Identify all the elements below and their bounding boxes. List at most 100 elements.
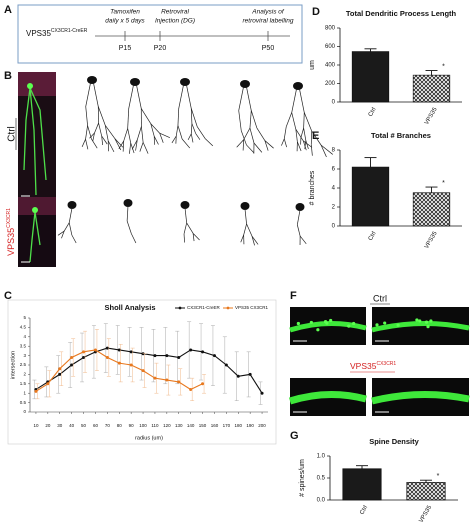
group-label: Ctrl <box>7 126 18 142</box>
point <box>129 350 133 354</box>
dendrite <box>171 135 177 144</box>
dendrite <box>101 135 108 145</box>
x-axis-label: radius (um) <box>135 435 163 441</box>
dendrite <box>68 222 73 236</box>
dendrite <box>93 82 99 107</box>
dendrite <box>104 125 109 141</box>
dendrite <box>246 223 253 237</box>
dendrite <box>91 138 98 149</box>
panel-label: A <box>4 4 12 16</box>
legend-label: CX3CR1-CreER <box>187 305 221 310</box>
panel-label: B <box>4 70 12 82</box>
y-tick-label: 8 <box>332 148 336 154</box>
point <box>129 363 133 367</box>
dendrite <box>240 130 247 146</box>
dendrite <box>283 126 287 139</box>
dendrite <box>135 139 138 151</box>
step-time: P20 <box>154 45 167 52</box>
micrograph-neuron <box>29 211 41 263</box>
y-tick-label: 1.5 <box>20 381 27 386</box>
dendrite <box>297 141 302 152</box>
significance: * <box>442 63 445 70</box>
x-tick-label: Ctrl <box>368 107 378 118</box>
step-label: daily x 5 days <box>105 18 145 25</box>
dendrite <box>57 230 65 236</box>
point <box>165 378 169 382</box>
dendrite <box>291 112 297 130</box>
x-tick-label: 60 <box>93 423 99 428</box>
point <box>141 369 145 373</box>
dendrite <box>81 139 86 148</box>
dendrite <box>130 142 135 154</box>
point <box>201 382 205 386</box>
dendrite <box>94 122 99 134</box>
spine <box>383 321 387 325</box>
dendrite <box>107 140 115 153</box>
dendrite <box>183 222 188 235</box>
point <box>236 374 240 378</box>
point <box>153 354 157 358</box>
point <box>58 367 62 371</box>
y-axis-label: # spines/um <box>299 459 306 497</box>
y-tick-label: 4 <box>23 334 26 339</box>
dendrite <box>320 144 333 155</box>
point <box>58 372 62 376</box>
y-tick-label: 0 <box>23 409 26 414</box>
chart-frame <box>7 299 277 445</box>
point <box>82 350 86 354</box>
x-tick-label: 40 <box>69 423 75 428</box>
panel-label: D <box>312 6 320 18</box>
spine <box>352 321 356 326</box>
dendrite <box>61 230 65 239</box>
step-time: P15 <box>119 45 132 52</box>
dendrite <box>205 138 214 147</box>
dendrite <box>89 132 95 139</box>
dendrite <box>126 220 132 234</box>
panel-label: C <box>4 290 12 302</box>
group-label: VPS35CX3CR1 <box>350 361 396 371</box>
soma <box>180 201 190 209</box>
dendrite <box>302 140 307 151</box>
dendrite <box>295 129 298 142</box>
dendrite <box>127 128 132 144</box>
point <box>177 380 181 384</box>
y-tick-label: 0.5 <box>20 400 27 405</box>
dendrite <box>243 223 247 236</box>
bar <box>351 166 390 227</box>
significance: * <box>442 180 445 187</box>
point <box>248 372 252 376</box>
spine <box>426 325 430 329</box>
spine <box>418 319 422 323</box>
dendrite <box>122 141 125 152</box>
y-tick-label: 0.5 <box>317 476 326 482</box>
dendrite <box>128 84 134 109</box>
dendrite <box>303 128 307 141</box>
dendrite <box>281 138 285 146</box>
y-axis-label: # branches <box>309 170 316 205</box>
y-tick-label: 2.5 <box>20 362 27 367</box>
soma <box>67 201 77 209</box>
point <box>260 391 264 395</box>
x-tick-label: VPS35 <box>424 230 439 250</box>
soma <box>293 82 303 90</box>
y-tick-label: 4 <box>332 186 336 192</box>
group-label: VPS35CX3CR1 <box>6 208 16 256</box>
spine <box>396 323 400 327</box>
step-time: P50 <box>262 45 275 52</box>
dendrite <box>131 233 137 244</box>
x-tick-label: 50 <box>81 423 87 428</box>
micrograph-layer <box>18 72 56 96</box>
series-line <box>35 347 263 394</box>
y-tick-label: 400 <box>325 63 336 69</box>
dendrite <box>236 139 244 148</box>
model-name: VPS35CX3CR1-CreER <box>26 28 88 38</box>
spine <box>429 319 433 323</box>
dendrite <box>246 86 252 111</box>
y-tick-label: 3 <box>23 353 26 358</box>
label-sup: CX3CR1 <box>6 208 12 228</box>
dendrite <box>68 207 73 223</box>
dendrite <box>150 123 160 134</box>
dendrite <box>177 125 183 140</box>
point <box>93 348 97 352</box>
